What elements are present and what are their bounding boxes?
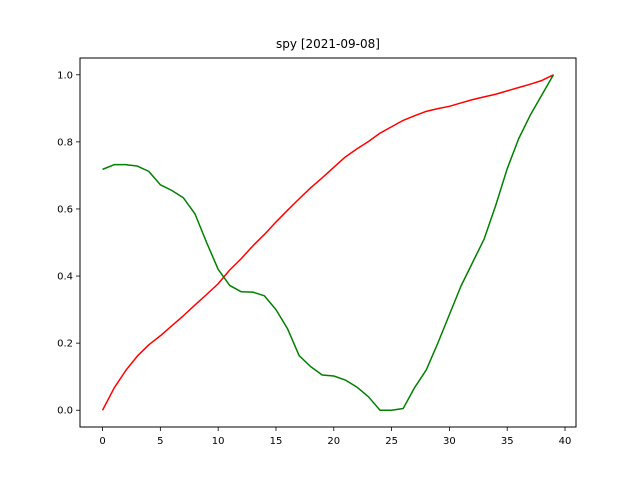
ticks-layer: 0 5 10 15 20 25 30 35 40 0.0 0.2 0.4 0.6 0.8 1.0 bbox=[57, 70, 571, 447]
y-tick-label: 1.0 bbox=[57, 70, 73, 81]
x-tick-label: 0 bbox=[99, 436, 105, 447]
x-tick-label: 20 bbox=[327, 436, 340, 447]
x-tick-label: 40 bbox=[559, 436, 572, 447]
y-tick-label: 0.2 bbox=[57, 339, 73, 350]
series-layer bbox=[101, 74, 555, 411]
x-tick-label: 30 bbox=[443, 436, 456, 447]
y-tick-label: 0.0 bbox=[57, 406, 73, 417]
x-tick-label: 35 bbox=[501, 436, 514, 447]
y-tick-label: 0.8 bbox=[57, 137, 73, 148]
series-line-1 bbox=[102, 74, 555, 411]
plot-frame bbox=[79, 57, 577, 428]
x-tick-label: 5 bbox=[157, 436, 163, 447]
x-tick-label: 25 bbox=[385, 436, 398, 447]
x-tick-label: 15 bbox=[270, 436, 283, 447]
y-tick-label: 0.6 bbox=[57, 204, 73, 215]
x-tick-label: 10 bbox=[212, 436, 225, 447]
series-line-0 bbox=[101, 74, 554, 411]
chart-title: spy [2021-09-08] bbox=[276, 37, 380, 51]
y-tick-label: 0.4 bbox=[57, 272, 73, 283]
